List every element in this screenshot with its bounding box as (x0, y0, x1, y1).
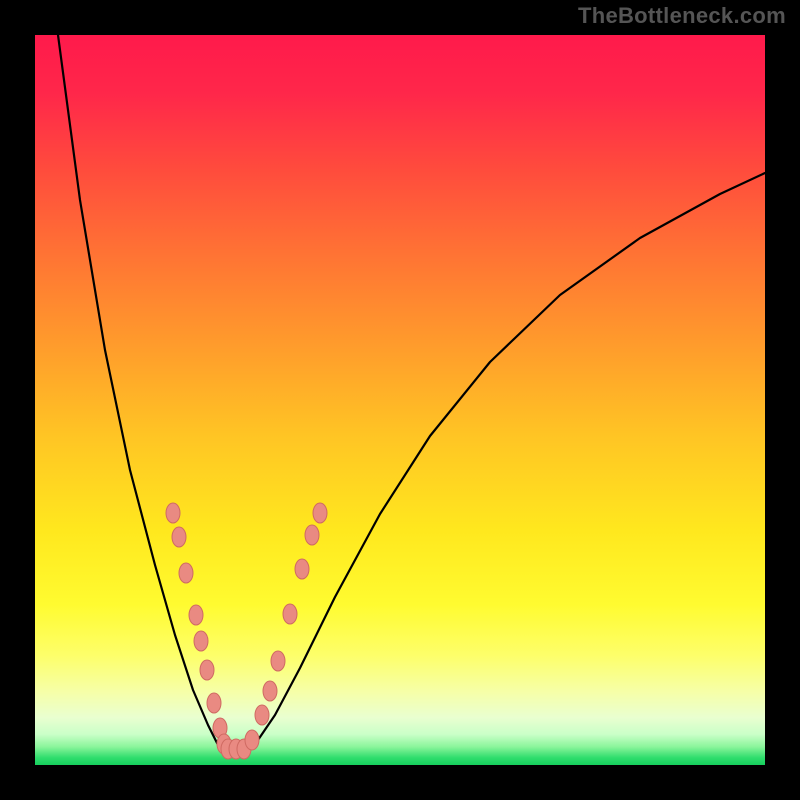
data-marker (305, 525, 319, 545)
watermark-text: TheBottleneck.com (578, 3, 786, 29)
data-marker (207, 693, 221, 713)
chart-container: TheBottleneck.com (0, 0, 800, 800)
data-marker (172, 527, 186, 547)
data-marker (166, 503, 180, 523)
data-marker (283, 604, 297, 624)
data-marker (313, 503, 327, 523)
data-marker (194, 631, 208, 651)
chart-svg (0, 0, 800, 800)
data-marker (200, 660, 214, 680)
data-marker (245, 730, 259, 750)
plot-gradient-background (35, 35, 765, 765)
data-marker (271, 651, 285, 671)
data-marker (189, 605, 203, 625)
data-marker (295, 559, 309, 579)
data-marker (263, 681, 277, 701)
data-marker (179, 563, 193, 583)
data-marker (255, 705, 269, 725)
